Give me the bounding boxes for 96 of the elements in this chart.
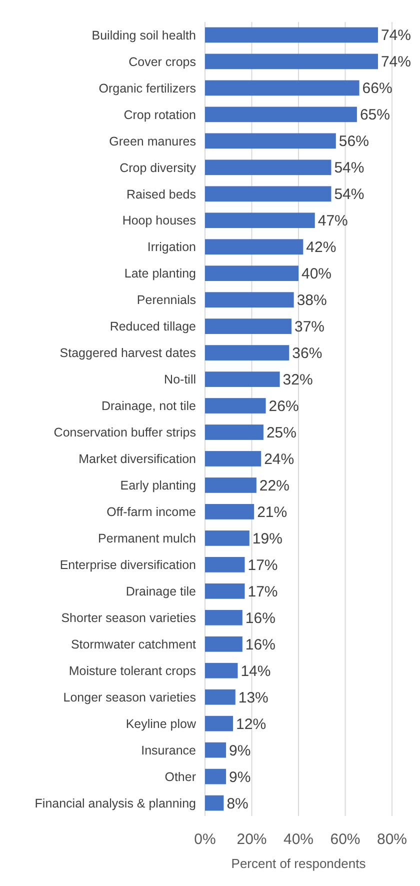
y-tick-label: Early planting — [120, 478, 196, 493]
data-label: 14% — [240, 662, 271, 680]
data-label: 47% — [318, 212, 348, 230]
data-label: 54% — [334, 160, 364, 177]
y-tick-label: Hoop houses — [122, 214, 196, 228]
y-tick-label: Longer season varieties — [63, 690, 196, 704]
data-label: 24% — [264, 450, 294, 468]
y-tick-label: Irrigation — [147, 240, 196, 254]
data-label: 12% — [236, 716, 266, 733]
data-label: 40% — [302, 266, 332, 283]
data-label: 26% — [268, 398, 299, 416]
data-label: 9% — [229, 742, 251, 760]
y-tick-label: Perennials — [136, 293, 196, 308]
y-tick-label: Crop rotation — [124, 108, 196, 122]
data-label: 56% — [338, 133, 369, 150]
data-label: 37% — [294, 318, 325, 336]
y-tick-label: Organic fertilizers — [98, 81, 196, 96]
bar — [205, 160, 332, 176]
bar — [205, 768, 226, 784]
bar — [205, 292, 294, 308]
y-tick-label: Stormwater catchment — [70, 637, 197, 652]
data-label: 42% — [306, 239, 336, 256]
x-tick-label: 80% — [376, 831, 408, 848]
bar — [205, 266, 298, 282]
bar — [205, 742, 226, 758]
bar — [205, 212, 315, 228]
y-tick-label: No-till — [164, 372, 196, 387]
data-label: 54% — [334, 186, 364, 204]
bar — [205, 795, 224, 811]
data-label: 66% — [362, 80, 392, 98]
bar — [205, 662, 238, 678]
y-tick-label: Shorter season varieties — [61, 611, 196, 626]
data-label: 21% — [257, 504, 288, 521]
bar — [205, 345, 290, 360]
y-tick-label: Conservation buffer strips — [54, 426, 196, 440]
data-label: 16% — [245, 636, 276, 654]
x-axis-title: Percent of respondents — [231, 856, 366, 871]
data-label: 13% — [238, 689, 268, 706]
y-tick-label: Keyline plow — [126, 716, 197, 731]
bar — [205, 106, 357, 122]
bar — [205, 689, 236, 705]
bar — [205, 239, 304, 255]
bar — [205, 478, 256, 493]
y-tick-label: Off-farm income — [106, 505, 196, 520]
y-tick-label: Crop diversity — [120, 160, 197, 175]
x-tick-label: 60% — [330, 831, 360, 848]
y-tick-label: Staggered harvest dates — [60, 346, 196, 360]
bar — [205, 133, 336, 149]
bar — [205, 636, 242, 652]
bar — [205, 451, 262, 466]
y-tick-label: Drainage tile — [126, 584, 196, 599]
y-tick-label: Insurance — [141, 743, 196, 758]
data-label: 74% — [380, 27, 412, 44]
bar — [205, 424, 264, 440]
y-tick-label: Other — [164, 770, 196, 784]
bar — [205, 80, 360, 96]
x-tick-label: 0% — [194, 831, 216, 848]
y-tick-label: Reduced tillage — [110, 320, 196, 334]
data-label: 74% — [380, 54, 412, 71]
data-label: 38% — [296, 292, 327, 310]
x-tick-label: 20% — [236, 831, 267, 848]
data-label: 36% — [292, 345, 322, 362]
y-tick-label: Raised beds — [126, 187, 196, 202]
y-tick-label: Moisture tolerant crops — [68, 664, 196, 678]
bar — [205, 398, 266, 414]
y-tick-label: Permanent mulch — [98, 532, 196, 546]
bar — [205, 583, 245, 599]
x-tick-label: 40% — [283, 831, 314, 848]
data-label: 8% — [226, 795, 248, 812]
data-label: 17% — [248, 556, 278, 574]
bar — [205, 610, 242, 626]
y-tick-label: Financial analysis & planning — [34, 796, 196, 810]
data-label: 16% — [245, 610, 276, 627]
bar — [205, 556, 245, 572]
bar — [205, 186, 332, 202]
y-tick-label: Green manures — [109, 134, 196, 148]
bar — [205, 716, 234, 732]
bar — [205, 372, 280, 387]
y-tick-label: Enterprise diversification — [60, 558, 196, 572]
data-label: 22% — [259, 477, 290, 494]
bar — [205, 54, 378, 70]
bar — [205, 530, 250, 546]
data-label: 25% — [266, 424, 296, 442]
data-label: 17% — [248, 583, 278, 600]
bar — [205, 27, 378, 43]
data-label: 9% — [229, 768, 251, 786]
y-tick-label: Late planting — [124, 266, 196, 281]
y-tick-label: Building soil health — [92, 28, 196, 42]
data-label: 19% — [252, 530, 282, 548]
y-tick-label: Drainage, not tile — [101, 399, 196, 414]
bar — [205, 318, 292, 334]
bar — [205, 504, 254, 520]
y-tick-label: Cover crops — [128, 54, 196, 69]
y-tick-label: Market diversification — [78, 452, 196, 466]
data-label: 32% — [282, 372, 313, 389]
data-label: 65% — [360, 106, 390, 124]
